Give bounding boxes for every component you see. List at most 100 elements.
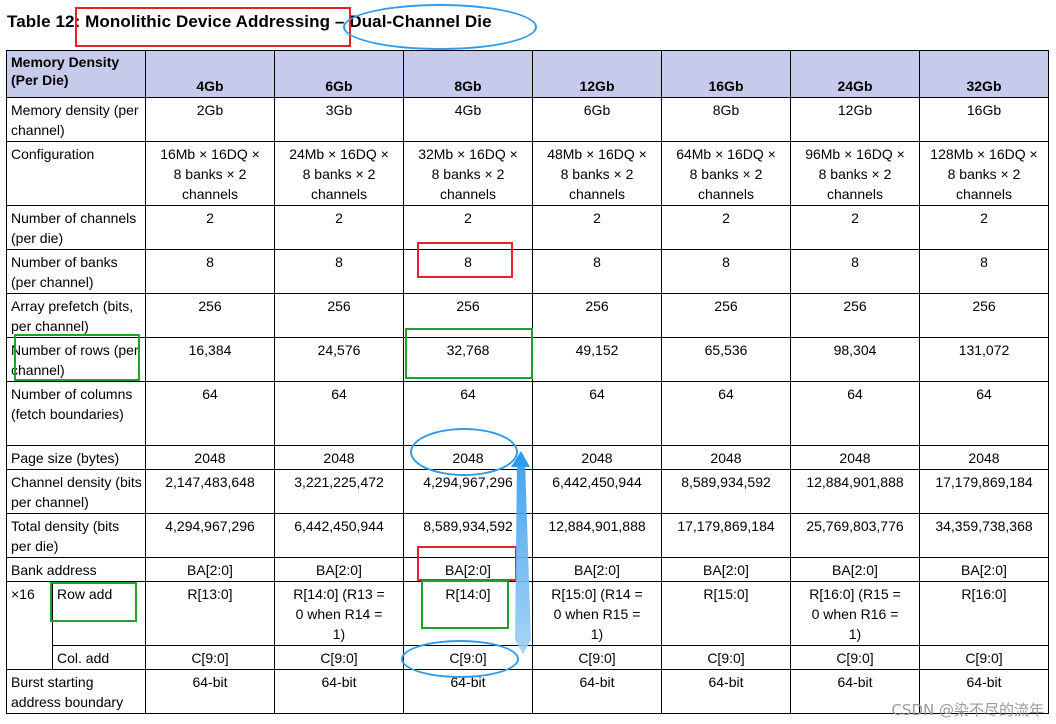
row-label: Configuration	[6, 141, 146, 206]
cell: 2	[145, 205, 275, 250]
cell: C[9:0]	[403, 645, 533, 670]
cell: 256	[403, 293, 533, 338]
cell: 17,179,869,184	[919, 469, 1049, 514]
cell: 256	[661, 293, 791, 338]
cell: 6,442,450,944	[274, 513, 404, 558]
table-row: Number of columns (fetch boundaries) 64 …	[6, 381, 1049, 446]
cell: 64	[790, 381, 920, 446]
cell: 64	[661, 381, 791, 446]
cell: 12,884,901,888	[790, 469, 920, 514]
title-suffix: Dual-Channel Die	[349, 12, 492, 31]
title-prefix: Table 12	[7, 12, 75, 31]
row-label: Burst starting address boundary	[6, 669, 146, 714]
cell: 25,769,803,776	[790, 513, 920, 558]
cell: 256	[790, 293, 920, 338]
row-label: Total density (bits per die)	[6, 513, 146, 558]
cell: 2,147,483,648	[145, 469, 275, 514]
cell: 24,576	[274, 337, 404, 382]
cell: 16Mb × 16DQ × 8 banks × 2 channels	[145, 141, 275, 206]
row-label: Bank address	[6, 557, 146, 582]
addressing-table: Memory Density (Per Die) 4Gb 6Gb 8Gb 12G…	[6, 50, 1049, 714]
cell: 131,072	[919, 337, 1049, 382]
cell: BA[2:0]	[403, 557, 533, 582]
cell: 16,384	[145, 337, 275, 382]
cell: 4Gb	[403, 97, 533, 142]
cell: R[16:0]	[919, 581, 1049, 646]
table-title: Table 12: Monolithic Device Addressing –…	[7, 12, 492, 32]
cell: 2	[919, 205, 1049, 250]
table-row: Number of banks (per channel) 8 8 8 8 8 …	[6, 249, 1049, 294]
cell: 2	[403, 205, 533, 250]
cell: 64-bit	[532, 669, 662, 714]
cell: 32,768	[403, 337, 533, 382]
title-separator: –	[330, 12, 350, 31]
cell: R[16:0] (R15 = 0 when R16 = 1)	[790, 581, 920, 646]
cell: 96Mb × 16DQ × 8 banks × 2 channels	[790, 141, 920, 206]
row-label: Array prefetch (bits, per channel)	[6, 293, 146, 338]
cell: BA[2:0]	[661, 557, 791, 582]
row-label: Number of columns (fetch boundaries)	[6, 381, 146, 446]
cell: 2	[532, 205, 662, 250]
cell: 64	[403, 381, 533, 446]
cell: BA[2:0]	[145, 557, 275, 582]
cell: R[14:0] (R13 = 0 when R14 = 1)	[274, 581, 404, 646]
cell: 8	[145, 249, 275, 294]
cell: 16Gb	[919, 97, 1049, 142]
cell: 8	[532, 249, 662, 294]
cell: 256	[919, 293, 1049, 338]
cell: 2048	[790, 445, 920, 470]
cell: 8Gb	[661, 97, 791, 142]
cell: 2Gb	[145, 97, 275, 142]
cell: 2048	[274, 445, 404, 470]
row-label: Number of rows (per channel)	[6, 337, 146, 382]
cell: 256	[532, 293, 662, 338]
cell: 6Gb	[532, 97, 662, 142]
cell: C[9:0]	[661, 645, 791, 670]
cell: 32Mb × 16DQ × 8 banks × 2 channels	[403, 141, 533, 206]
row-label: Page size (bytes)	[6, 445, 146, 470]
cell: 2048	[403, 445, 533, 470]
table-row: Number of rows (per channel) 16,384 24,5…	[6, 337, 1049, 382]
header-row: Memory Density (Per Die) 4Gb 6Gb 8Gb 12G…	[6, 50, 1049, 98]
table-row: Burst starting address boundary 64-bit 6…	[6, 669, 1049, 714]
table-row: Array prefetch (bits, per channel) 256 2…	[6, 293, 1049, 338]
table-row: Bank address BA[2:0] BA[2:0] BA[2:0] BA[…	[6, 557, 1049, 582]
table-row: Configuration 16Mb × 16DQ × 8 banks × 2 …	[6, 141, 1049, 206]
cell: 8,589,934,592	[661, 469, 791, 514]
cell: 3Gb	[274, 97, 404, 142]
row-label: Channel density (bits per channel)	[6, 469, 146, 514]
x16-label: ×16	[6, 581, 53, 670]
cell: C[9:0]	[919, 645, 1049, 670]
cell: 49,152	[532, 337, 662, 382]
header-col: 6Gb	[274, 50, 404, 98]
cell: 64-bit	[274, 669, 404, 714]
cell: 64Mb × 16DQ × 8 banks × 2 channels	[661, 141, 791, 206]
cell: BA[2:0]	[532, 557, 662, 582]
cell: 8	[919, 249, 1049, 294]
cell: BA[2:0]	[790, 557, 920, 582]
cell: 64	[274, 381, 404, 446]
cell: C[9:0]	[790, 645, 920, 670]
cell: 64-bit	[790, 669, 920, 714]
cell: 48Mb × 16DQ × 8 banks × 2 channels	[532, 141, 662, 206]
cell: C[9:0]	[532, 645, 662, 670]
cell: 8	[274, 249, 404, 294]
cell: 64	[919, 381, 1049, 446]
watermark: CSDN @染不尽的流年	[891, 701, 1044, 719]
cell: 64-bit	[661, 669, 791, 714]
title-main: : Monolithic Device Addressing	[74, 12, 331, 31]
cell: 2048	[532, 445, 662, 470]
cell: 64-bit	[403, 669, 533, 714]
cell: R[13:0]	[145, 581, 275, 646]
cell: 64	[532, 381, 662, 446]
cell: 2	[274, 205, 404, 250]
cell: R[15:0] (R14 = 0 when R15 = 1)	[532, 581, 662, 646]
cell: BA[2:0]	[919, 557, 1049, 582]
cell: C[9:0]	[274, 645, 404, 670]
header-memory-density: Memory Density (Per Die)	[6, 50, 146, 98]
header-col: 12Gb	[532, 50, 662, 98]
cell: 8	[661, 249, 791, 294]
row-label: Number of channels (per die)	[6, 205, 146, 250]
cell: 3,221,225,472	[274, 469, 404, 514]
row-add-label: Row add	[52, 581, 146, 646]
